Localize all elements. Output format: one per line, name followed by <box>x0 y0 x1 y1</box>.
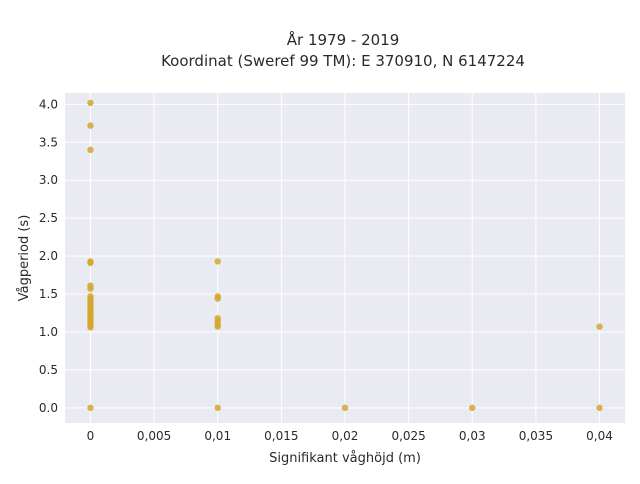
x-axis-label: Signifikant våghöjd (m) <box>269 451 421 466</box>
data-point <box>87 404 94 412</box>
x-tick-label: 0,025 <box>391 429 425 443</box>
chart-title: År 1979 - 2019 Koordinat (Sweref 99 TM):… <box>161 30 525 70</box>
data-point <box>596 404 603 412</box>
y-tick-label: 1.0 <box>39 325 58 339</box>
chart-title-line-1: År 1979 - 2019 <box>287 30 400 49</box>
data-point <box>87 99 94 107</box>
y-tick-label: 0.5 <box>39 363 58 377</box>
data-point <box>214 258 221 265</box>
data-point <box>214 295 221 302</box>
x-tick-label: 0,01 <box>204 429 231 443</box>
x-tick-label: 0,03 <box>459 429 486 443</box>
chart-title-line-2: Koordinat (Sweref 99 TM): E 370910, N 61… <box>161 52 525 70</box>
x-tick-label: 0 <box>87 429 95 443</box>
x-tick-label: 0,015 <box>264 429 298 443</box>
data-point <box>87 146 94 154</box>
data-point <box>87 122 94 129</box>
y-tick-label: 0.0 <box>39 401 58 415</box>
data-point <box>341 404 349 412</box>
data-point <box>469 404 476 412</box>
data-point <box>87 285 94 292</box>
y-tick-label: 4.0 <box>39 97 58 111</box>
y-tick-label: 2.0 <box>39 249 58 263</box>
data-points <box>87 99 603 412</box>
y-tick-label: 1.5 <box>39 287 58 301</box>
x-tick-label: 0,005 <box>137 429 171 443</box>
data-point <box>214 323 221 330</box>
y-axis-label: Vågperiod (s) <box>17 215 32 302</box>
data-point <box>87 259 94 267</box>
x-tick-label: 0,035 <box>519 429 553 443</box>
data-point <box>596 323 603 330</box>
x-tick-labels: 0 0,005 0,01 0,015 0,02 0,025 0,03 0,035 0,04 <box>87 429 613 443</box>
y-tick-label: 3.5 <box>39 135 58 149</box>
data-point <box>87 324 94 331</box>
x-tick-label: 0,04 <box>586 429 613 443</box>
x-tick-label: 0,02 <box>332 429 359 443</box>
data-point <box>214 404 221 412</box>
y-tick-label: 3.0 <box>39 173 58 187</box>
y-tick-label: 2.5 <box>39 211 58 225</box>
y-tick-labels: 0.0 0.5 1.0 1.5 2.0 2.5 3.0 3.5 4.0 <box>39 97 58 414</box>
